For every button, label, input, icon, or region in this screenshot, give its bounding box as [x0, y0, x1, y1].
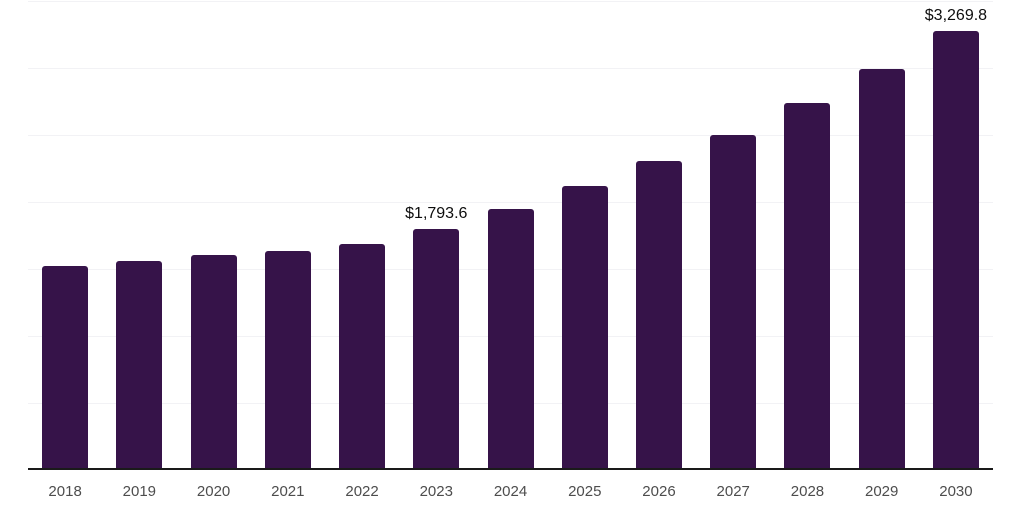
bar-slot-2023: $1,793.6 — [399, 0, 473, 469]
x-axis-tick-labels: 2018 2019 2020 2021 2022 2023 2024 2025 2026 2027… — [28, 482, 993, 502]
bar-slot-2025 — [548, 0, 622, 469]
bar-slot-2027 — [696, 0, 770, 469]
x-tick-label-2022: 2022 — [345, 483, 379, 500]
bar-series: $1,793.6 $3,269.8 — [28, 0, 993, 469]
x-tick-label-2018: 2018 — [48, 483, 82, 500]
bar-2028 — [784, 103, 831, 469]
bar-slot-2026 — [622, 0, 696, 469]
bar-slot-2022 — [325, 0, 399, 469]
bar-2022 — [339, 244, 386, 469]
bar-2023 — [413, 228, 460, 469]
bar-slot-2018 — [28, 0, 102, 469]
gridline-2500 — [28, 135, 993, 136]
x-tick-label-2025: 2025 — [568, 483, 602, 500]
bar-2030 — [932, 30, 979, 469]
x-tick-label-2028: 2028 — [790, 483, 825, 500]
x-axis-line — [28, 468, 993, 470]
bar-slot-2020 — [176, 0, 250, 469]
bar-2024 — [487, 209, 534, 469]
gridline-3000 — [28, 68, 993, 69]
bar-slot-2024 — [473, 0, 547, 469]
x-tick-label-2027: 2027 — [716, 483, 750, 500]
bar-2020 — [190, 255, 237, 469]
bar-2026 — [635, 161, 682, 469]
data-label-2030: $3,269.8 — [924, 6, 988, 24]
bar-2018 — [42, 266, 89, 469]
bar-slot-2030: $3,269.8 — [919, 0, 993, 469]
bar-2019 — [116, 261, 163, 469]
x-tick-label-2024: 2024 — [493, 483, 528, 500]
plot-area: $1,793.6 $3,269.8 — [28, 0, 993, 470]
x-tick-label-2023: 2023 — [419, 483, 453, 500]
data-label-2023: $1,793.6 — [405, 204, 468, 222]
x-tick-label-2026: 2026 — [642, 483, 676, 500]
bar-slot-2019 — [102, 0, 176, 469]
gridline-2000 — [28, 202, 993, 203]
x-tick-label-2029: 2029 — [865, 483, 899, 500]
bar-2027 — [710, 134, 757, 469]
x-tick-label-2019: 2019 — [122, 483, 157, 500]
gridline-3500 — [28, 1, 993, 2]
x-tick-label-2021: 2021 — [271, 483, 305, 500]
bar-slot-2029 — [845, 0, 919, 469]
x-tick-label-2020: 2020 — [196, 483, 231, 500]
bar-2021 — [264, 250, 311, 469]
x-tick-label-2030: 2030 — [939, 483, 973, 500]
bar-slot-2021 — [251, 0, 325, 469]
bar-2025 — [561, 186, 608, 469]
bar-slot-2028 — [770, 0, 844, 469]
bar-2029 — [858, 69, 905, 469]
